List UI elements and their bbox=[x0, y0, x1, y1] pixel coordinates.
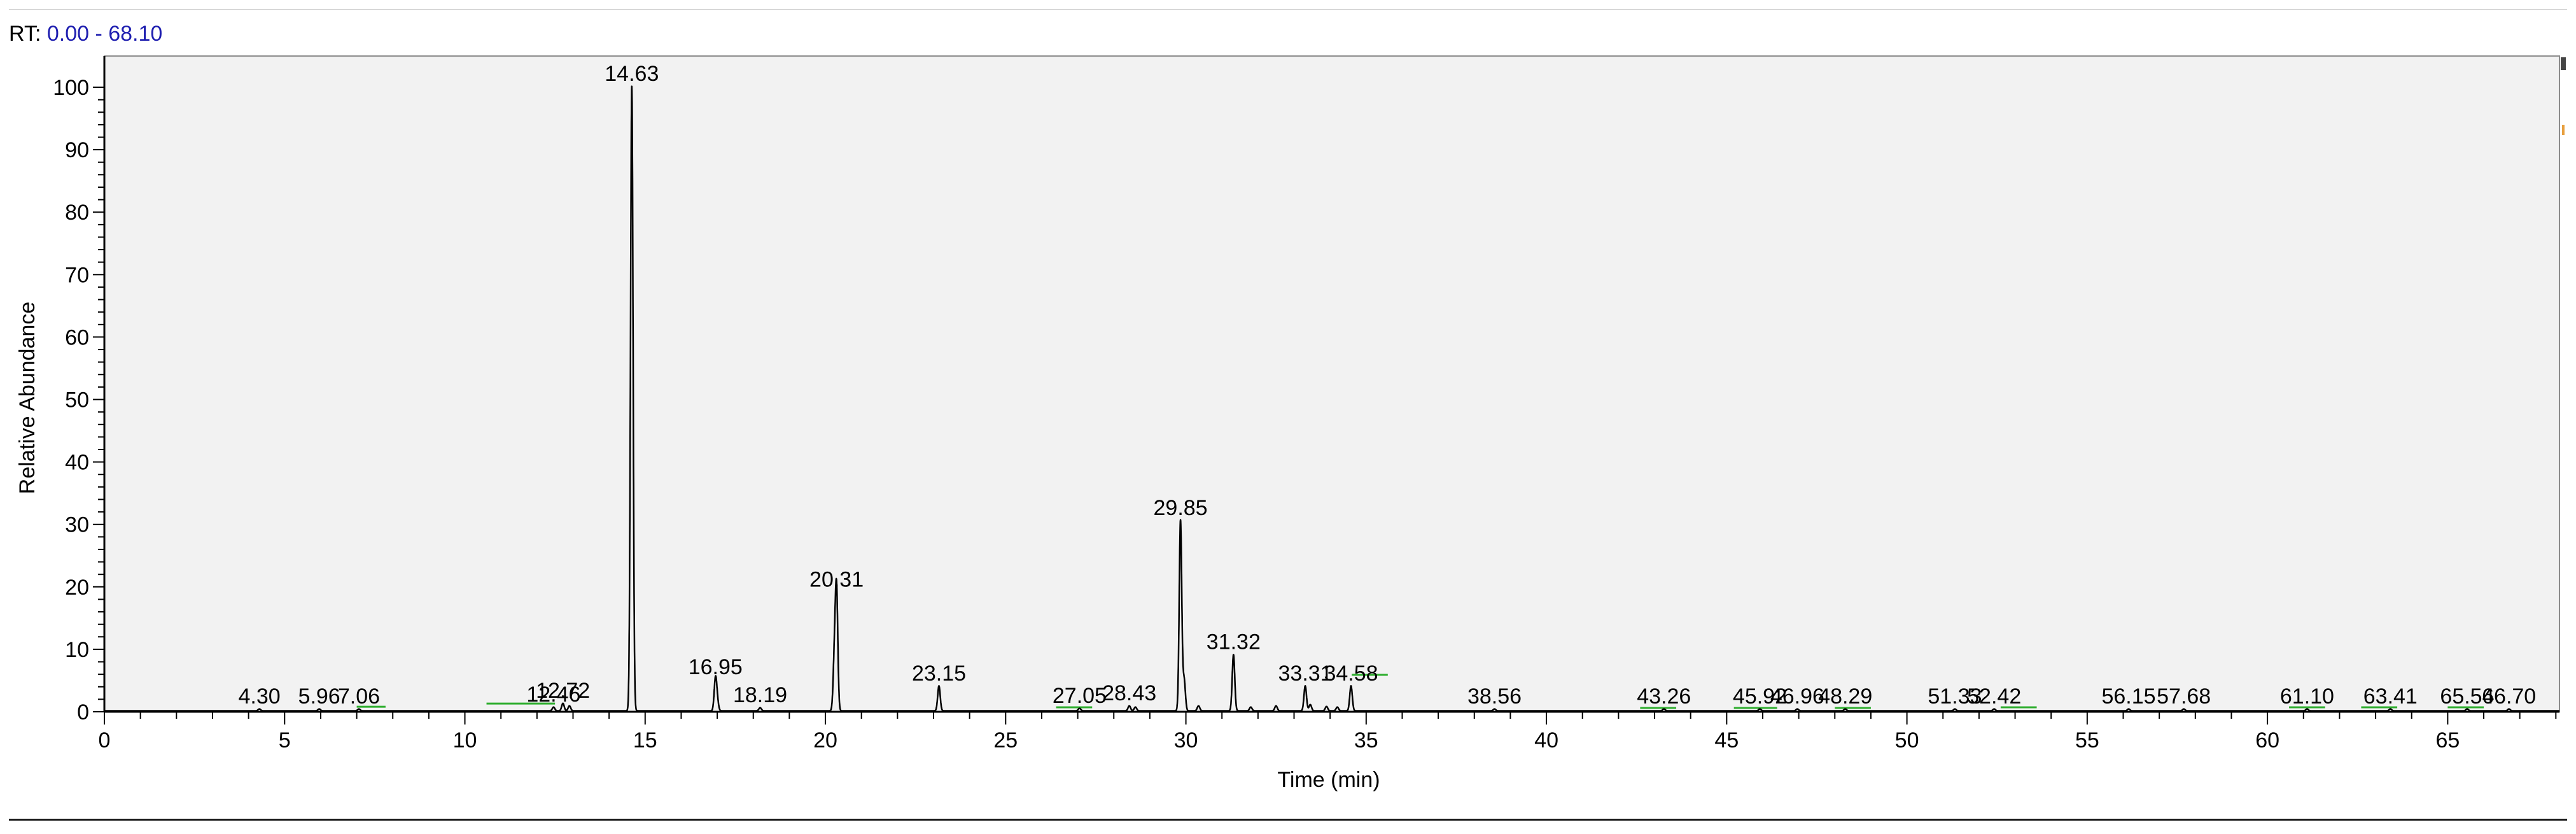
y-tick-label: 20 bbox=[65, 576, 89, 600]
y-tick-label: 70 bbox=[65, 263, 89, 287]
peak-label: 18.19 bbox=[733, 683, 787, 707]
y-axis-ticks: 0 10 20 30 40 50 60 70 80 90 100 bbox=[53, 76, 104, 724]
x-axis-ticks: 0 5 10 15 20 25 30 35 40 45 50 55 60 65 bbox=[99, 712, 2557, 753]
peak-label: 31.32 bbox=[1207, 630, 1261, 654]
top-divider bbox=[9, 9, 2567, 10]
y-tick-label: 90 bbox=[65, 138, 89, 162]
corner-glyph bbox=[2561, 57, 2566, 70]
peak-label: 52.42 bbox=[1967, 684, 2021, 709]
x-tick-label: 45 bbox=[1714, 728, 1739, 753]
peak-label: 12.72 bbox=[536, 679, 590, 703]
peak-label: 65.54 bbox=[2440, 684, 2494, 709]
peak-label: 46.96 bbox=[1770, 684, 1824, 709]
x-tick-label: 35 bbox=[1354, 728, 1378, 753]
x-tick-label: 10 bbox=[453, 728, 477, 753]
x-tick-label: 60 bbox=[2255, 728, 2279, 753]
plot-area bbox=[104, 55, 2560, 712]
corner-glyph-accent bbox=[2562, 125, 2565, 135]
chromatogram-trace bbox=[104, 85, 2560, 712]
peak-label: 34.58 bbox=[1324, 661, 1378, 686]
peak-label: 45.92 bbox=[1733, 684, 1787, 709]
peak-label: 48.29 bbox=[1818, 684, 1872, 709]
peak-label: 43.26 bbox=[1637, 684, 1691, 709]
x-tick-label: 20 bbox=[813, 728, 837, 753]
x-tick-label: 50 bbox=[1895, 728, 1919, 753]
rt-label: RT: bbox=[9, 22, 41, 46]
peak-label: 12.46 bbox=[526, 682, 580, 707]
x-tick-label: 5 bbox=[279, 728, 291, 753]
y-tick-label: 0 bbox=[77, 700, 89, 724]
peak-label: 27.05 bbox=[1053, 684, 1107, 708]
peak-label: 20.31 bbox=[809, 568, 864, 592]
peak-label: 16.95 bbox=[689, 655, 743, 679]
x-tick-label: 15 bbox=[633, 728, 657, 753]
peak-label: 29.85 bbox=[1154, 496, 1208, 520]
peak-label: 56.15 bbox=[2101, 684, 2155, 709]
rt-range-header: RT: 0.00 - 68.10 bbox=[9, 22, 162, 46]
peak-label: 14.63 bbox=[605, 62, 659, 86]
peak-label: 28.43 bbox=[1102, 681, 1156, 705]
x-tick-label: 30 bbox=[1174, 728, 1198, 753]
x-tick-label: 55 bbox=[2075, 728, 2099, 753]
peak-label: 61.10 bbox=[2280, 684, 2334, 709]
y-tick-label: 80 bbox=[65, 201, 89, 225]
y-tick-label: 10 bbox=[65, 638, 89, 662]
peak-label: 33.31 bbox=[1278, 661, 1333, 686]
y-tick-label: 40 bbox=[65, 451, 89, 475]
y-tick-label: 60 bbox=[65, 325, 89, 350]
x-tick-label: 40 bbox=[1534, 728, 1558, 753]
peak-label: 63.41 bbox=[2363, 684, 2418, 709]
peak-label: 23.15 bbox=[912, 661, 966, 686]
bottom-divider bbox=[9, 819, 2567, 821]
peak-label: 4.30 bbox=[239, 684, 281, 709]
y-tick-label: 30 bbox=[65, 513, 89, 537]
x-tick-label: 65 bbox=[2435, 728, 2460, 753]
rt-range-value: 0.00 - 68.10 bbox=[46, 22, 163, 46]
baseline-markers bbox=[356, 674, 2484, 709]
x-tick-label: 0 bbox=[99, 728, 111, 753]
peak-label: 7.06 bbox=[338, 684, 380, 709]
peak-label: 66.70 bbox=[2482, 684, 2536, 709]
y-tick-label: 100 bbox=[53, 76, 89, 100]
peak-label: 51.33 bbox=[1928, 684, 1982, 709]
y-axis-title: Relative Abundance bbox=[15, 302, 39, 494]
peak-label: 57.68 bbox=[2157, 684, 2211, 709]
peak-label: 5.96 bbox=[298, 684, 340, 709]
peak-label: 38.56 bbox=[1467, 684, 1522, 709]
x-tick-label: 25 bbox=[993, 728, 1018, 753]
y-tick-label: 50 bbox=[65, 388, 89, 413]
x-axis-title: Time (min) bbox=[1277, 768, 1380, 792]
